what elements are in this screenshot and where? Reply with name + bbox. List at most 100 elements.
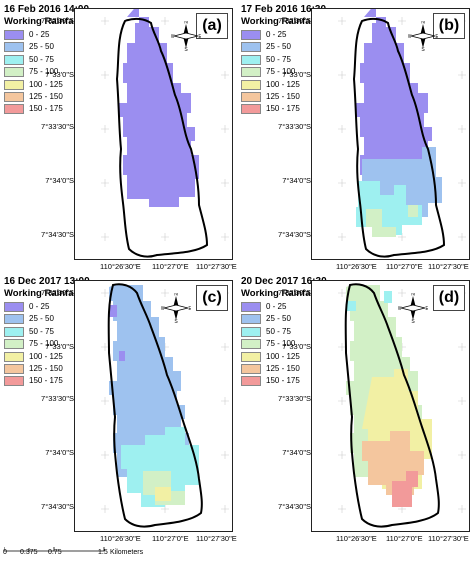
legend-label: 100 - 125: [29, 351, 63, 361]
legend-label: 125 - 150: [266, 91, 300, 101]
map-area: [101, 9, 229, 258]
legend-title: Working Rainfall (mm): [4, 288, 105, 299]
catchment-boundary: [107, 283, 203, 528]
map-frame: (c) N S E W: [74, 280, 233, 532]
rainfall-cells: [119, 9, 199, 207]
legend-label: 125 - 150: [266, 363, 300, 373]
legend-label: 125 - 150: [29, 363, 63, 373]
lat-label: 7°34'30"S: [41, 230, 74, 239]
legend-label: 50 - 75: [266, 54, 291, 64]
lat-label: 7°33'0"S: [45, 70, 74, 79]
svg-text:S: S: [411, 319, 415, 323]
lon-label: 110°27'30"E: [428, 534, 469, 543]
legend-swatch: [4, 376, 24, 387]
map-area: [338, 283, 466, 528]
svg-text:N: N: [421, 21, 425, 26]
lon-label: 110°27'0"E: [152, 262, 189, 271]
legend-swatch: [4, 314, 24, 325]
panel-letter: (b): [433, 13, 465, 39]
svg-text:S: S: [184, 47, 188, 51]
panel-d-date: 20 Dec 2017 16:30: [241, 276, 327, 287]
legend-label: 100 - 125: [266, 351, 300, 361]
legend-label: 50 - 75: [29, 54, 54, 64]
panel-a-date: 16 Feb 2016 14:00: [4, 4, 90, 15]
scale-unit: Kilometers: [110, 549, 144, 556]
rainfall-cells-green: [366, 205, 418, 237]
legend-swatch: [4, 339, 24, 350]
lat-label: 7°33'30"S: [278, 122, 311, 131]
lat-label: 7°33'30"S: [41, 122, 74, 131]
north-arrow: N S E W: [170, 20, 203, 54]
north-arrow: N S E W: [397, 292, 430, 326]
legend-label: 75 - 100: [266, 67, 296, 77]
legend-swatch: [241, 42, 261, 53]
legend-swatch: [4, 326, 24, 337]
lat-label: 7°34'30"S: [278, 502, 311, 511]
legend-label: 0 - 25: [266, 302, 287, 311]
legend-swatch: [4, 363, 24, 374]
panel-b: 17 Feb 2016 16:30 Working Rainfall (mm) …: [237, 0, 474, 270]
rainfall-cells-cyan: [346, 291, 392, 311]
svg-text:E: E: [188, 306, 191, 312]
legend-swatch: [241, 326, 261, 337]
svg-text:W: W: [161, 306, 165, 312]
legend-swatch: [241, 376, 261, 387]
legend-swatch: [241, 104, 261, 115]
legend-label: 100 - 125: [29, 79, 63, 89]
legend-swatch: [4, 351, 24, 362]
svg-text:N: N: [411, 293, 415, 298]
legend-label: 25 - 50: [29, 314, 54, 324]
panel-d: 20 Dec 2017 16:30 Working Rainfall (mm) …: [237, 272, 474, 542]
legend-label: 100 - 125: [266, 79, 300, 89]
legend-title: Working Rainfall (mm): [241, 16, 342, 27]
rainfall-cells-high: [121, 427, 199, 507]
lat-label: 7°32'30"S: [41, 288, 74, 297]
scale-tick: 0.75: [48, 549, 62, 556]
legend-label: 150 - 175: [266, 376, 300, 386]
catchment-boundary: [352, 17, 446, 258]
lon-label: 110°27'0"E: [386, 262, 423, 271]
svg-text:W: W: [398, 306, 402, 312]
svg-text:W: W: [171, 34, 175, 40]
svg-text:N: N: [174, 293, 178, 298]
map-frame: (d) N S E W: [311, 280, 470, 532]
lat-label: 7°33'30"S: [278, 394, 311, 403]
svg-text:S: S: [174, 319, 178, 323]
lon-label: 110°27'30"E: [428, 262, 469, 271]
legend-swatch: [241, 79, 261, 90]
scale-tick: 1.5: [98, 549, 108, 556]
legend-label: 0 - 25: [266, 30, 287, 39]
svg-text:E: E: [425, 306, 428, 312]
legend-title: Working Rainfall (mm): [4, 16, 105, 27]
legend-swatch: [4, 54, 24, 65]
legend-label: 150 - 175: [266, 104, 300, 114]
panel-c-date: 16 Dec 2017 13:00: [4, 276, 90, 287]
legend-swatch: [241, 54, 261, 65]
legend-label: 75 - 100: [29, 67, 59, 77]
lon-label: 110°27'0"E: [152, 534, 189, 543]
legend-label: 0 - 25: [29, 302, 50, 311]
legend-swatch: [4, 67, 24, 78]
legend-swatch: [241, 30, 261, 40]
lon-label: 110°26'30"E: [336, 262, 377, 271]
scale-tick: 0: [3, 549, 7, 556]
lat-label: 7°34'0"S: [45, 176, 74, 185]
panel-a: 16 Feb 2016 14:00 Working Rainfall (mm) …: [0, 0, 237, 270]
map-frame: (b) N S E W: [311, 8, 470, 260]
lon-label: 110°27'0"E: [386, 534, 423, 543]
lat-label: 7°34'30"S: [278, 230, 311, 239]
lon-label: 110°26'30"E: [100, 262, 141, 271]
legend-swatch: [241, 91, 261, 102]
lat-label: 7°33'0"S: [282, 342, 311, 351]
legend-swatch: [241, 67, 261, 78]
legend-swatch: [4, 30, 24, 40]
svg-text:W: W: [408, 34, 412, 40]
panel-letter: (c): [196, 285, 228, 311]
legend-swatch: [241, 339, 261, 350]
svg-text:E: E: [435, 34, 438, 40]
legend-swatch: [241, 351, 261, 362]
north-arrow: N S E W: [160, 292, 193, 326]
legend-label: 125 - 150: [29, 91, 63, 101]
svg-text:S: S: [421, 47, 425, 51]
legend-label: 75 - 100: [266, 339, 296, 349]
